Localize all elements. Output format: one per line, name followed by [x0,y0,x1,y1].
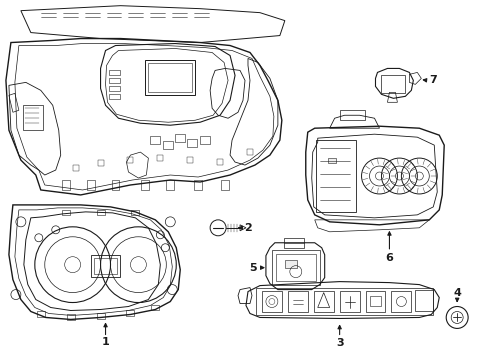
Bar [157,155,163,161]
Bar [187,139,197,147]
Bar [275,254,315,280]
Bar [131,210,139,215]
Bar [37,311,45,318]
Bar [96,314,104,319]
Bar [414,289,432,311]
Bar [175,134,185,142]
Bar [93,258,117,274]
Text: 3: 3 [335,338,343,348]
Bar [221,180,228,190]
Text: 2: 2 [244,223,251,233]
Bar [339,291,359,312]
Bar [108,94,120,99]
Bar [108,78,120,84]
Bar [163,141,173,149]
Bar [194,180,202,190]
Bar [313,291,333,312]
Bar [145,60,195,95]
Bar [285,260,296,268]
Bar [73,165,79,171]
Bar [108,71,120,75]
Bar [369,296,381,306]
Bar [200,136,210,144]
Bar [381,75,405,93]
Text: 4: 4 [452,288,460,298]
Bar [339,110,364,120]
Bar [127,157,133,163]
Bar [61,180,69,190]
Bar [262,291,281,312]
Text: 1: 1 [102,337,109,347]
Bar [111,180,119,190]
Bar [187,157,193,163]
Bar [90,255,120,276]
Bar [150,136,160,144]
Bar [66,315,75,320]
Bar [255,288,432,315]
Bar [108,86,120,91]
Text: 5: 5 [249,263,256,273]
Bar [217,159,223,165]
Bar [151,305,159,310]
Text: 6: 6 [385,253,392,263]
Bar [283,238,303,248]
Bar [141,180,149,190]
Bar [327,158,335,163]
Bar [390,291,410,312]
Bar [287,291,307,312]
Text: 7: 7 [428,75,436,85]
Bar [86,180,94,190]
Bar [148,63,192,92]
Bar [23,105,42,130]
Bar [98,160,103,166]
Bar [166,180,174,190]
Bar [365,291,385,312]
Bar [246,149,252,155]
Bar [126,310,134,316]
Bar [271,250,319,285]
Bar [61,210,69,215]
Bar [96,210,104,215]
Bar [315,140,355,212]
